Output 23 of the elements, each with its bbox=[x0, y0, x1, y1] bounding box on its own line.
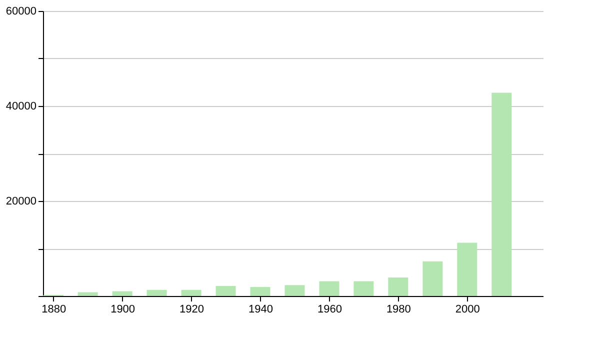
x-tick-label: 2000 bbox=[455, 304, 480, 316]
bar bbox=[422, 261, 443, 296]
bar bbox=[181, 290, 202, 296]
y-tick-label: 40000 bbox=[6, 100, 36, 112]
bar bbox=[388, 277, 408, 296]
bar bbox=[146, 290, 167, 296]
bar bbox=[457, 242, 478, 296]
x-tick-label: 1900 bbox=[110, 304, 136, 316]
y-tick-label: 60000 bbox=[6, 6, 36, 18]
bar bbox=[112, 291, 132, 296]
x-tick-label: 1920 bbox=[180, 304, 204, 316]
y-tick-label: 20000 bbox=[6, 196, 36, 208]
x-tick-label: 1880 bbox=[42, 304, 66, 316]
x-tick-label: 1980 bbox=[386, 304, 411, 316]
bar bbox=[216, 286, 236, 296]
bar bbox=[78, 292, 98, 296]
x-tick-label: 1960 bbox=[317, 304, 342, 316]
x-tick-label: 1940 bbox=[248, 304, 273, 316]
bar bbox=[284, 285, 305, 296]
bar bbox=[354, 281, 374, 296]
bar bbox=[492, 92, 512, 296]
bar bbox=[250, 286, 270, 296]
bar bbox=[319, 281, 340, 296]
